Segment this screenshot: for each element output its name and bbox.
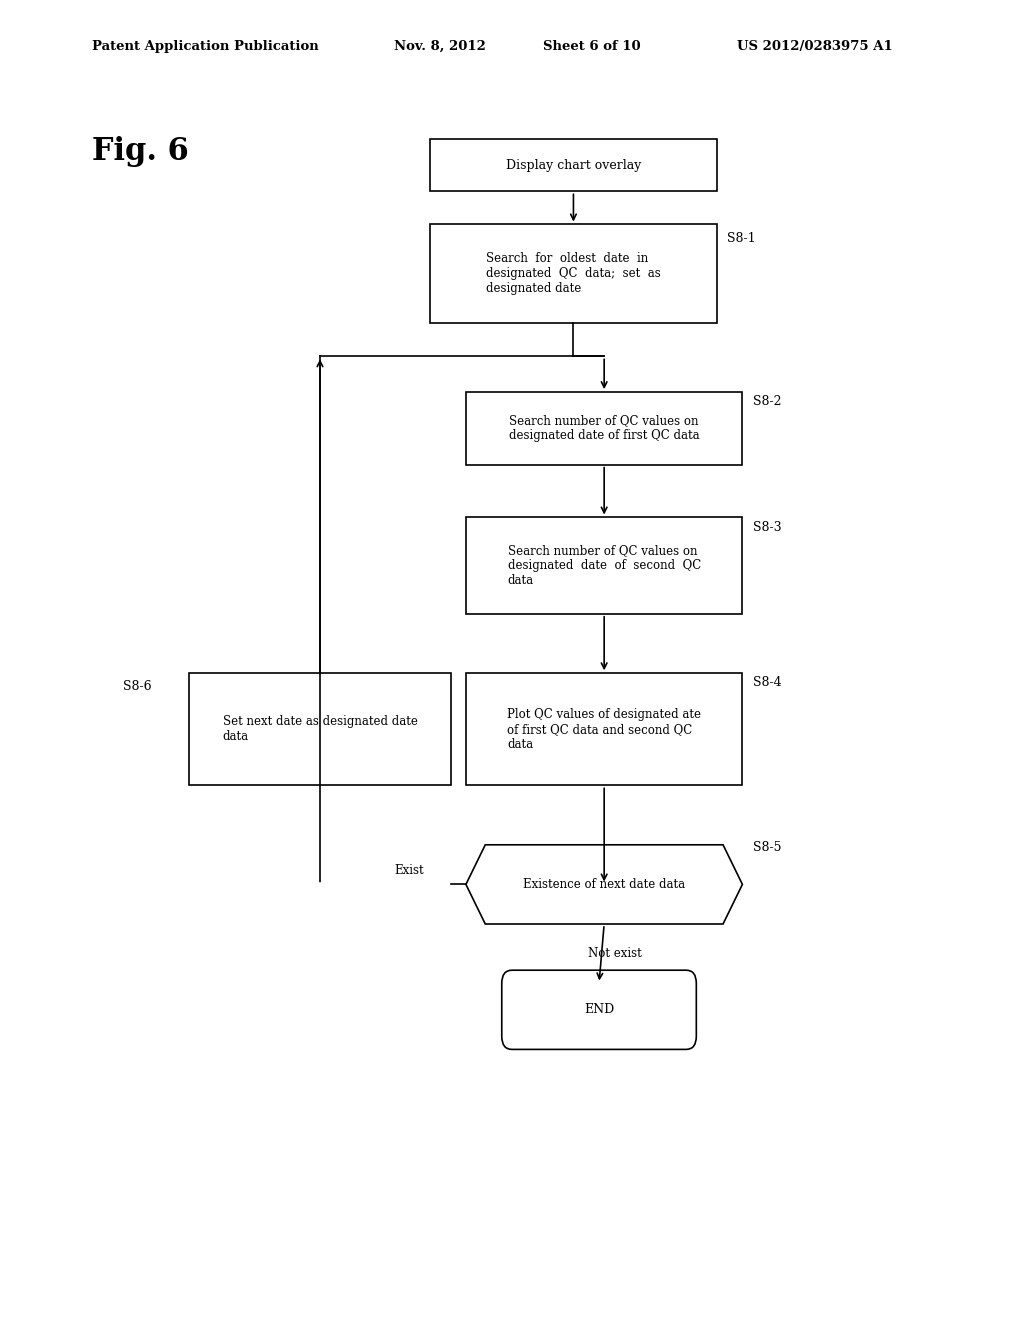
FancyBboxPatch shape bbox=[189, 673, 451, 785]
Text: S8-1: S8-1 bbox=[727, 231, 756, 244]
Text: END: END bbox=[584, 1003, 614, 1016]
FancyBboxPatch shape bbox=[430, 139, 717, 191]
Text: Set next date as designated date
data: Set next date as designated date data bbox=[222, 715, 418, 743]
Text: Plot QC values of designated ate
of first QC data and second QC
data: Plot QC values of designated ate of firs… bbox=[507, 708, 701, 751]
Text: Search number of QC values on
designated  date  of  second  QC
data: Search number of QC values on designated… bbox=[508, 544, 700, 587]
Text: S8-3: S8-3 bbox=[753, 520, 781, 533]
Text: US 2012/0283975 A1: US 2012/0283975 A1 bbox=[737, 40, 893, 53]
Text: Display chart overlay: Display chart overlay bbox=[506, 158, 641, 172]
Text: Not exist: Not exist bbox=[588, 946, 641, 960]
Text: S8-2: S8-2 bbox=[753, 395, 781, 408]
FancyBboxPatch shape bbox=[466, 673, 742, 785]
Text: Fig. 6: Fig. 6 bbox=[92, 136, 188, 168]
Text: Existence of next date data: Existence of next date data bbox=[523, 878, 685, 891]
FancyBboxPatch shape bbox=[466, 517, 742, 614]
Text: S8-5: S8-5 bbox=[753, 841, 781, 854]
FancyBboxPatch shape bbox=[502, 970, 696, 1049]
Text: Search  for  oldest  date  in
designated  QC  data;  set  as
designated date: Search for oldest date in designated QC … bbox=[486, 252, 660, 296]
FancyBboxPatch shape bbox=[430, 224, 717, 323]
Text: S8-6: S8-6 bbox=[123, 680, 152, 693]
FancyBboxPatch shape bbox=[466, 392, 742, 465]
Text: Search number of QC values on
designated date of first QC data: Search number of QC values on designated… bbox=[509, 414, 699, 442]
Polygon shape bbox=[466, 845, 742, 924]
Text: Exist: Exist bbox=[394, 863, 424, 876]
Text: Sheet 6 of 10: Sheet 6 of 10 bbox=[543, 40, 640, 53]
Text: Nov. 8, 2012: Nov. 8, 2012 bbox=[394, 40, 486, 53]
Text: S8-4: S8-4 bbox=[753, 676, 781, 689]
Text: Patent Application Publication: Patent Application Publication bbox=[92, 40, 318, 53]
